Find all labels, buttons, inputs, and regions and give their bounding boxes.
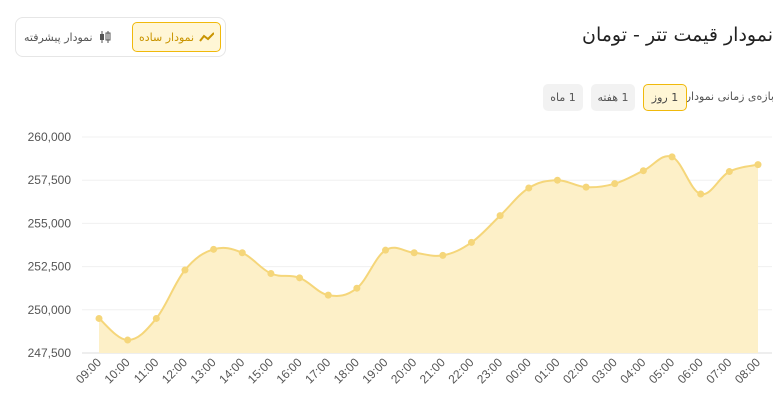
point — [496, 212, 504, 220]
point — [553, 176, 561, 184]
period-button[interactable]: 1 ماه — [543, 84, 583, 111]
point — [152, 314, 160, 322]
point — [525, 184, 533, 192]
point — [668, 153, 676, 161]
x-tick-label: 04:00 — [617, 355, 648, 386]
point — [95, 314, 103, 322]
x-tick-label: 16:00 — [274, 355, 305, 386]
y-tick-label: 250,000 — [28, 303, 72, 317]
point — [296, 274, 304, 282]
x-tick-label: 18:00 — [331, 355, 362, 386]
x-tick-label: 15:00 — [245, 355, 276, 386]
x-tick-label: 06:00 — [675, 355, 706, 386]
point — [382, 246, 390, 254]
button-label: نمودار ساده — [139, 30, 195, 44]
y-tick-label: 247,500 — [28, 346, 72, 360]
x-tick-label: 08:00 — [732, 355, 763, 386]
x-tick-label: 19:00 — [360, 355, 391, 386]
y-tick-label: 257,500 — [28, 173, 72, 187]
period-label: بازه‌ی زمانی نمودار — [685, 90, 774, 103]
period-button[interactable]: 1 هفته — [591, 84, 635, 111]
x-tick-label: 13:00 — [188, 355, 219, 386]
x-tick-label: 12:00 — [159, 355, 190, 386]
point — [611, 180, 619, 188]
point — [410, 249, 418, 257]
y-tick-label: 255,000 — [28, 216, 72, 230]
x-tick-label: 01:00 — [531, 355, 562, 386]
x-tick-label: 02:00 — [560, 355, 591, 386]
candle-icon — [99, 31, 111, 43]
point — [639, 167, 647, 175]
x-tick-label: 17:00 — [302, 355, 333, 386]
button-label: نمودار پیشرفته — [24, 30, 93, 44]
chart-mode-toggle: نمودار ساده نمودار پیشرفته — [15, 17, 226, 57]
x-tick-label: 14:00 — [216, 355, 247, 386]
simple-chart-button[interactable]: نمودار ساده — [132, 22, 221, 52]
point — [210, 245, 218, 253]
x-tick-label: 07:00 — [703, 355, 734, 386]
point — [439, 251, 447, 259]
point — [181, 266, 189, 274]
line-icon — [199, 32, 214, 42]
y-tick-label: 260,000 — [28, 130, 72, 144]
point — [697, 190, 705, 198]
point — [582, 183, 590, 191]
x-tick-label: 22:00 — [445, 355, 476, 386]
x-tick-label: 10:00 — [102, 355, 133, 386]
point — [267, 270, 275, 278]
x-tick-label: 21:00 — [417, 355, 448, 386]
point — [324, 291, 332, 299]
point — [124, 336, 132, 344]
x-tick-label: 09:00 — [73, 355, 104, 386]
x-tick-label: 20:00 — [388, 355, 419, 386]
x-tick-label: 05:00 — [646, 355, 677, 386]
point — [725, 168, 733, 176]
advanced-chart-button[interactable]: نمودار پیشرفته — [18, 22, 118, 52]
y-tick-label: 252,500 — [28, 260, 72, 274]
page-title: نمودار قیمت تتر - تومان — [581, 24, 773, 46]
x-tick-label: 23:00 — [474, 355, 505, 386]
point — [754, 161, 762, 169]
point — [467, 238, 475, 246]
point — [238, 249, 246, 257]
point — [353, 284, 361, 292]
x-tick-label: 11:00 — [131, 355, 162, 386]
area — [99, 156, 758, 353]
x-tick-label: 03:00 — [589, 355, 620, 386]
x-tick-label: 00:00 — [503, 355, 534, 386]
period-button[interactable]: 1 روز — [643, 84, 687, 111]
